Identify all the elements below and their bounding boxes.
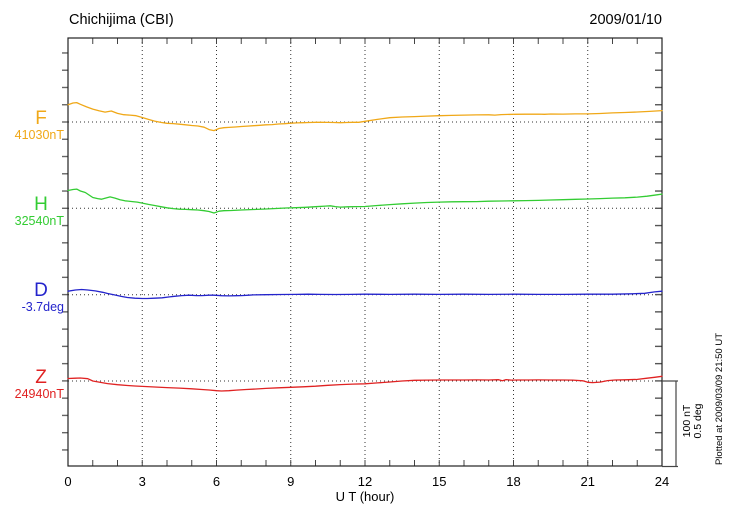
trace-H [67,188,663,214]
x-tick-label-9: 9 [287,474,294,489]
x-tick-label-0: 0 [64,474,71,489]
plot-date: 2009/01/10 [589,12,662,28]
gridlines [141,38,589,466]
trace-F [67,101,663,132]
station-title: Chichijima (CBI) [69,12,174,28]
scale-bar-label-deg: 0.5 deg [692,403,704,438]
x-tick-label-3: 3 [139,474,146,489]
trace-D [67,288,663,300]
trace-baseline-value-d: -3.7deg [22,300,64,314]
x-axis-title: U T (hour) [336,489,395,504]
trace-Z [67,375,663,392]
trace-label-z: Z [35,367,47,388]
x-tick-label-18: 18 [506,474,520,489]
x-tick-label-24: 24 [655,474,669,489]
x-tick-label-21: 21 [581,474,595,489]
trace-label-h: H [34,194,48,215]
trace-label-d: D [34,280,48,301]
traces [67,101,663,392]
trace-baseline-value-z: 24940nT [15,387,65,401]
x-tick-label-6: 6 [213,474,220,489]
axis-ticks [62,38,662,466]
plot-frame [67,37,663,467]
trace-baseline-value-h: 32540nT [15,214,65,228]
x-tick-label-12: 12 [358,474,372,489]
trace-baseline-value-f: 41030nT [15,128,65,142]
x-tick-label-15: 15 [432,474,446,489]
scale-bar [662,380,678,468]
scale-bar-label-nt: 100 nT [681,404,693,437]
trace-label-f: F [35,108,47,129]
plotted-at-note: Plotted at 2009/03/09 21:50 UT [714,333,725,465]
